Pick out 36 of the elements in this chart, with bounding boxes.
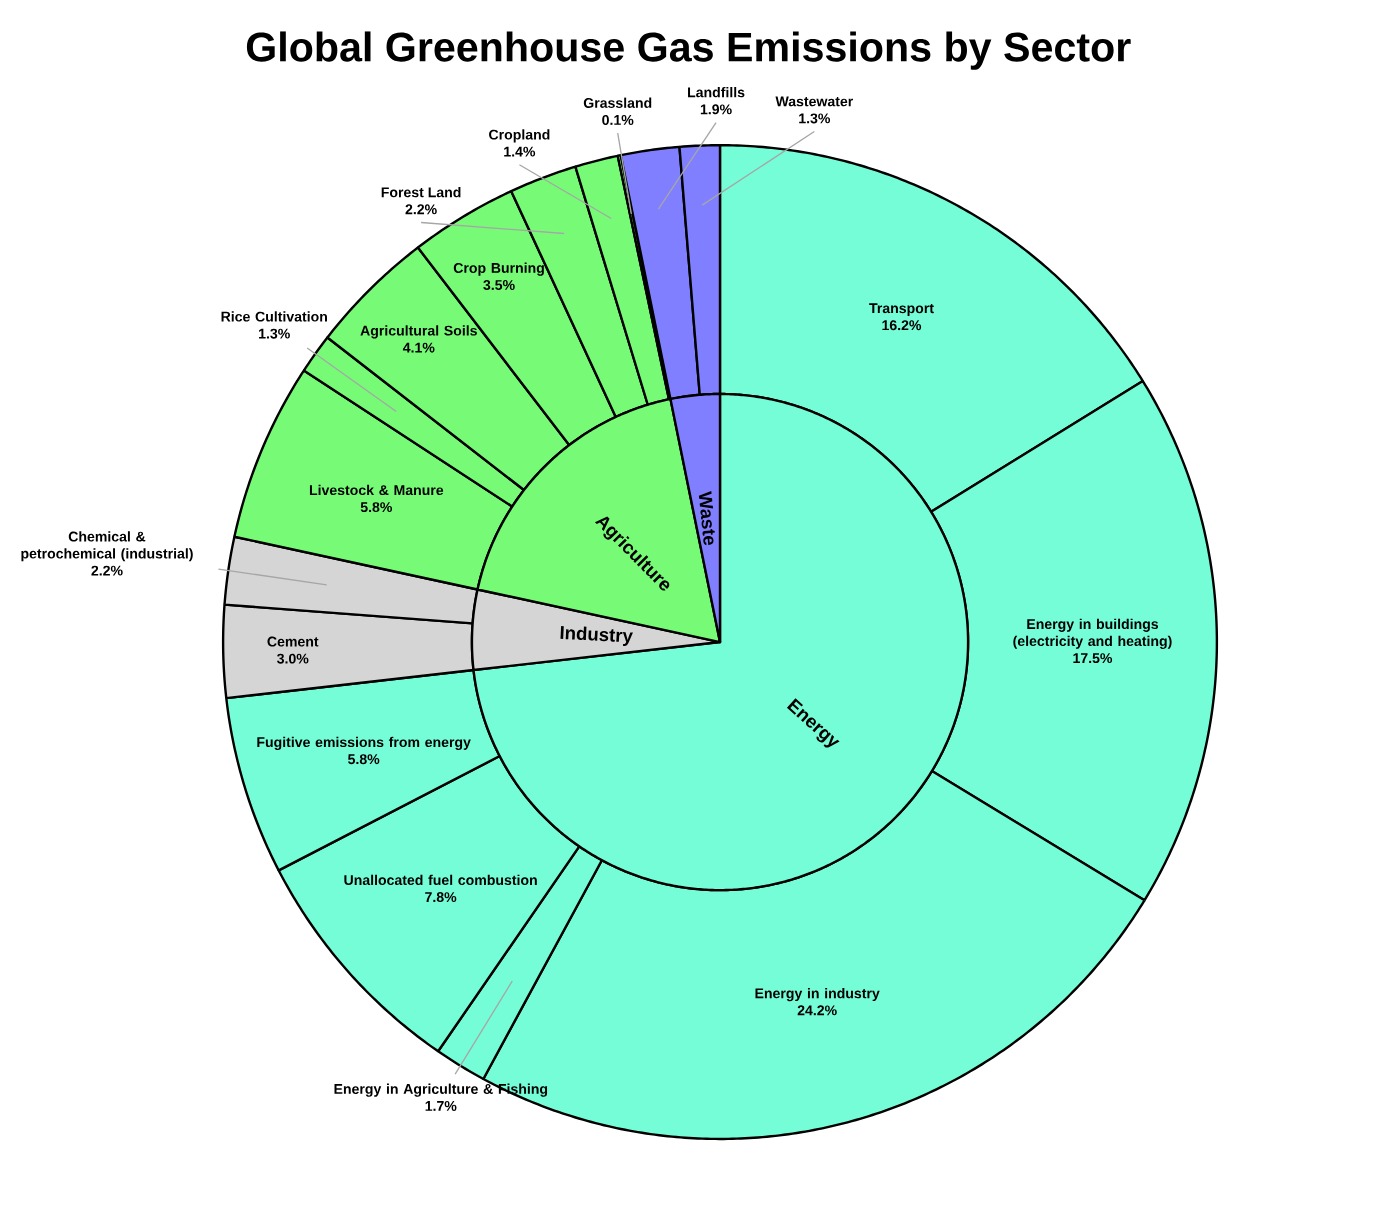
data-label: 2.2%: [405, 204, 437, 215]
data-label: 5.8%: [360, 502, 393, 513]
slice-label: Waste: [698, 491, 715, 546]
data-label: 3.0%: [277, 653, 309, 664]
data-label: 16.2%: [882, 320, 922, 331]
slice-label: Transport: [869, 303, 934, 316]
slice-label: Crop Burning: [453, 262, 544, 276]
data-label: 1.9%: [700, 104, 732, 115]
data-label: 24.2%: [797, 1005, 837, 1016]
data-label: 1.3%: [259, 328, 290, 339]
slice-label: Chemical & petrochemical (industrial): [21, 531, 193, 562]
slice-label: Industry: [560, 626, 633, 646]
data-label: 1.7%: [425, 1100, 457, 1111]
slice-label: Cropland: [489, 129, 550, 143]
data-label: 17.5%: [1073, 653, 1113, 664]
slice-label: Livestock & Manure: [309, 484, 444, 496]
data-label: 3.5%: [483, 279, 515, 290]
slice-label: Energy in industry: [755, 987, 880, 1002]
slice-label: Forest Land: [381, 186, 461, 198]
data-label: 4.1%: [402, 342, 435, 353]
chart-title: Global Greenhouse Gas Emissions by Sector: [246, 31, 1131, 70]
data-label: 1.4%: [504, 146, 536, 157]
data-label: 2.2%: [91, 565, 123, 576]
slice-label: Cement: [267, 636, 319, 647]
slice-label: Fugitive emissions from energy: [257, 736, 471, 750]
slice-label: Rice Cultivation: [221, 311, 327, 322]
data-label: 7.8%: [425, 892, 457, 903]
slice-label: Grassland: [583, 97, 652, 108]
slice-label: Agricultural Soils: [360, 325, 477, 339]
slice-label: Unallocated fuel combustion: [344, 874, 537, 885]
slice-label: Energy in buildings (electricity and heating): [1013, 618, 1172, 649]
data-label: 5.8%: [348, 754, 380, 765]
data-label: 1.3%: [799, 113, 831, 124]
data-label: 0.1%: [602, 114, 634, 125]
slice-label: Wastewater: [775, 96, 854, 107]
slice-label: Landfills: [688, 86, 745, 98]
